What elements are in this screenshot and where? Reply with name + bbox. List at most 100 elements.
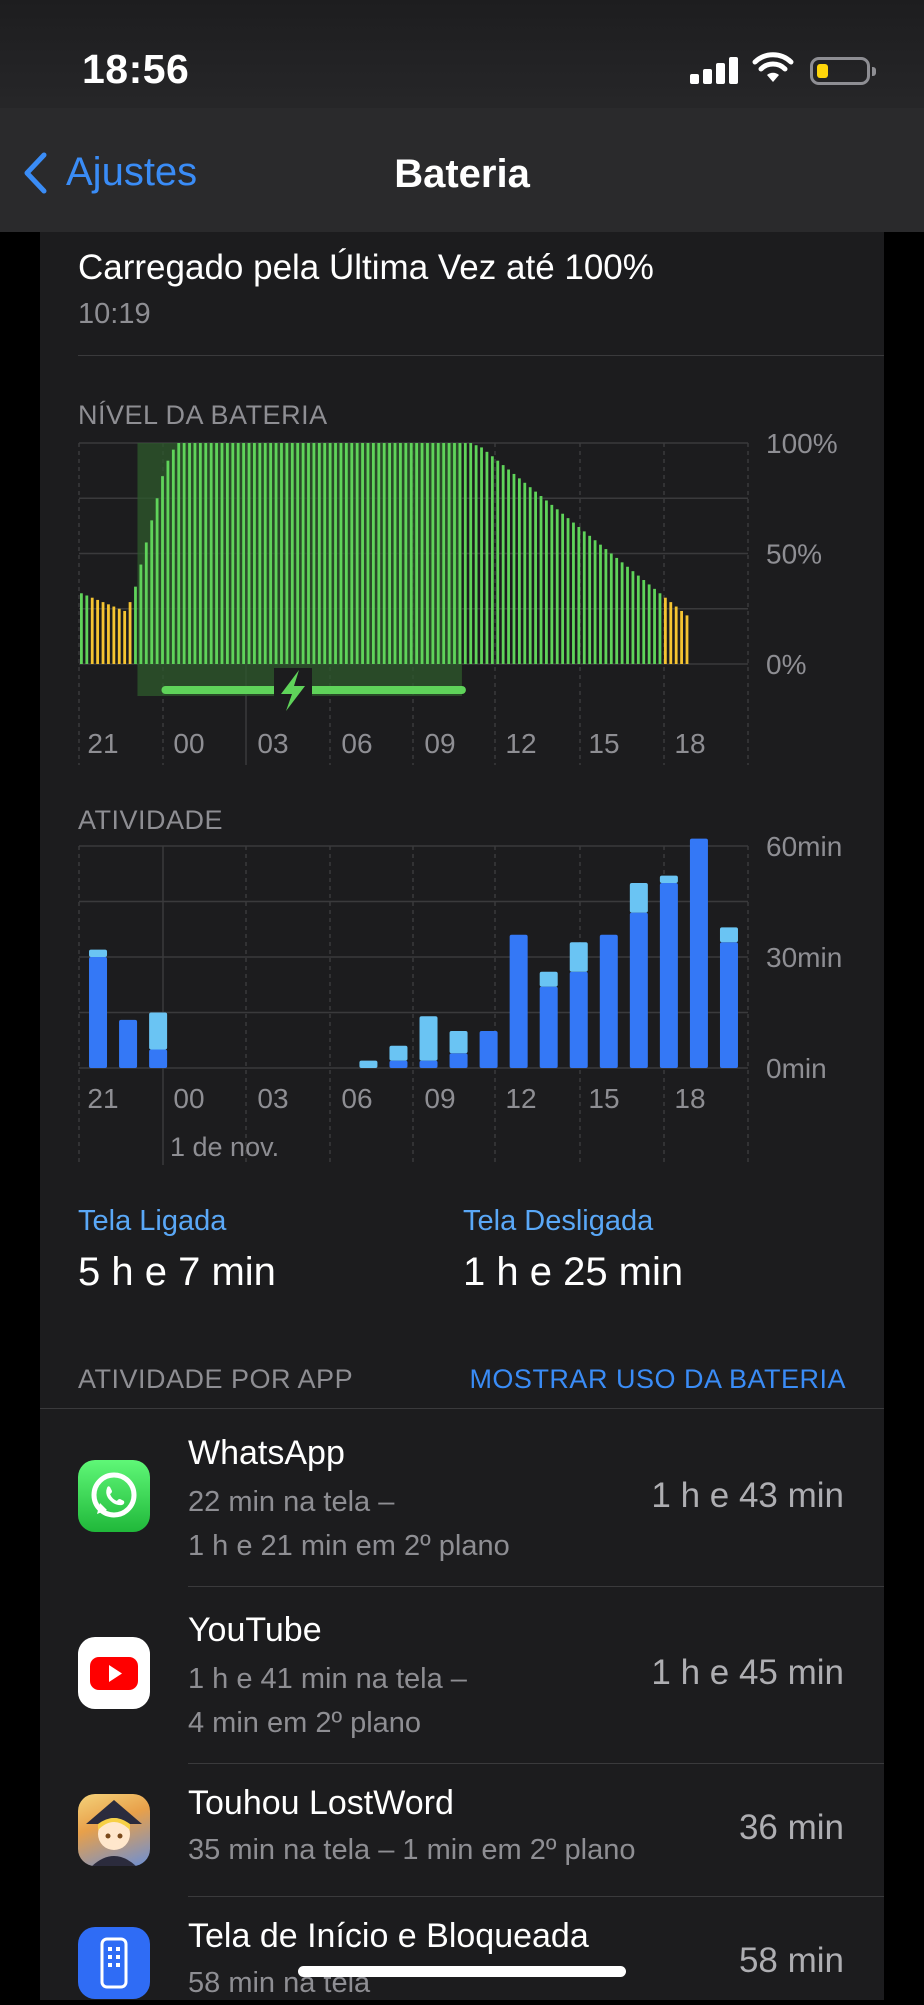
battery-level-bar [593,540,597,664]
battery-level-bar [334,443,337,664]
battery-level-bar [674,606,678,664]
activity-bar-screen-off [629,883,648,913]
battery-level-bar [301,443,305,664]
battery-level-bar [631,571,635,664]
battery-level-bar [436,443,440,664]
battery-level-bar [269,443,273,664]
battery-level-bar [339,443,343,664]
youtube-icon [78,1637,150,1709]
battery-level-bar [215,443,218,664]
battery-y-tick: 50% [766,539,822,570]
screen-off-label: Tela Desligada [463,1205,654,1237]
battery-level-bar [636,575,640,664]
activity-bar-screen-off [89,949,108,957]
battery-level-bar [231,443,235,664]
app-detail: 4 min em 2º plano [188,1707,422,1739]
battery-level-bar [404,443,408,664]
app-row-youtube[interactable]: YouTube 1 h e 41 min na tela – 4 min em … [40,1587,884,1764]
battery-level-bar [658,593,662,664]
battery-level-bar [155,498,159,664]
battery-level-bar [182,443,186,664]
date-label: 1 de nov. [170,1132,280,1162]
home-indicator[interactable] [298,1966,626,1977]
activity-bar-screen-off [569,942,588,972]
battery-level-bar [258,443,262,664]
app-total-time: 58 min [738,1941,844,1980]
battery-level-bar [615,557,619,664]
activity-bar-screen-off [149,1012,168,1050]
activity-bar-screen-off [449,1031,468,1054]
battery-level-bar [144,542,148,664]
navigation-bar [0,108,924,232]
battery-x-tick: 09 [424,728,455,759]
app-row-home-lock-screen[interactable]: Tela de Início e Bloqueada 58 min na tel… [40,1897,884,2000]
battery-level-bar [626,566,629,664]
battery-level-bar [453,443,456,664]
battery-level-bar [225,443,229,664]
battery-level-bar [85,595,89,664]
activity-bar-screen-on [719,942,738,1068]
battery-level-bar [107,604,110,664]
activity-x-tick: 06 [341,1083,372,1114]
battery-level-bar [328,443,332,664]
app-name: Tela de Início e Bloqueada [188,1917,589,1955]
app-row-whatsapp[interactable]: WhatsApp 22 min na tela – 1 h e 21 min e… [40,1410,884,1587]
show-battery-usage-button[interactable]: MOSTRAR USO DA BATERIA [469,1364,846,1394]
activity-bar-screen-on [539,986,558,1068]
battery-level-bar [361,443,364,664]
last-charge-time: 10:19 [78,298,151,330]
screen-on-value: 5 h e 7 min [78,1250,276,1294]
app-detail: 35 min na tela – 1 min em 2º plano [188,1834,636,1866]
battery-level-bar [382,443,386,664]
battery-level-bar [458,443,462,664]
battery-level-bar [561,513,565,664]
page-title: Bateria [394,152,530,196]
battery-level-bar [642,580,646,664]
battery-level-bar [582,531,586,664]
divider [188,1896,884,1897]
app-activity-header: ATIVIDADE POR APP [78,1364,354,1394]
battery-level-bar [480,447,483,664]
activity-y-tick: 0min [766,1053,827,1084]
app-detail: 22 min na tela – [188,1486,395,1518]
battery-level-bar [426,443,429,664]
activity-bar-screen-on [149,1049,168,1068]
battery-level-bar [415,443,419,664]
battery-status-icon [810,57,876,85]
battery-level-bar [139,564,143,664]
battery-level-bar [447,443,451,664]
battery-level-bar [317,443,321,664]
battery-level-bar [290,443,294,664]
battery-level-bar [647,584,651,664]
battery-level-bar [371,443,375,664]
battery-level-bar [350,443,354,664]
activity-bar-screen-off [419,1016,438,1061]
app-name: YouTube [188,1611,322,1649]
battery-level-bar [166,460,170,664]
battery-level-bar [80,593,83,664]
battery-level-bar [680,610,683,664]
chevron-left-icon [24,152,47,193]
activity-bar-screen-off [659,875,678,883]
battery-level-bar [123,610,127,664]
divider [40,1408,884,1409]
battery-level-bar [323,443,327,664]
battery-level-bar [490,456,494,664]
battery-level-bar [669,602,673,664]
activity-bar-screen-on [629,912,648,1068]
app-row-touhou-lostword[interactable]: Touhou LostWord 35 min na tela – 1 min e… [40,1764,884,1897]
battery-level-bar [550,504,554,664]
activity-label: ATIVIDADE [78,805,224,835]
touhou-lostword-icon [78,1794,150,1866]
activity-bar-screen-on [89,957,108,1068]
battery-level-bar [171,449,175,664]
app-total-time: 1 h e 45 min [651,1653,844,1692]
back-button[interactable]: Ajustes [22,150,197,195]
battery-level-bar [653,588,656,664]
battery-level-bar [355,443,359,664]
battery-level-bar [409,443,413,664]
battery-charts: 100% 50% 0% 21 00 03 06 09 12 15 18 60min 30min 0min 2… [78,428,842,1165]
charging-period-band [137,443,462,696]
cellular-signal-icon [690,57,738,84]
battery-level-bar [604,549,608,664]
